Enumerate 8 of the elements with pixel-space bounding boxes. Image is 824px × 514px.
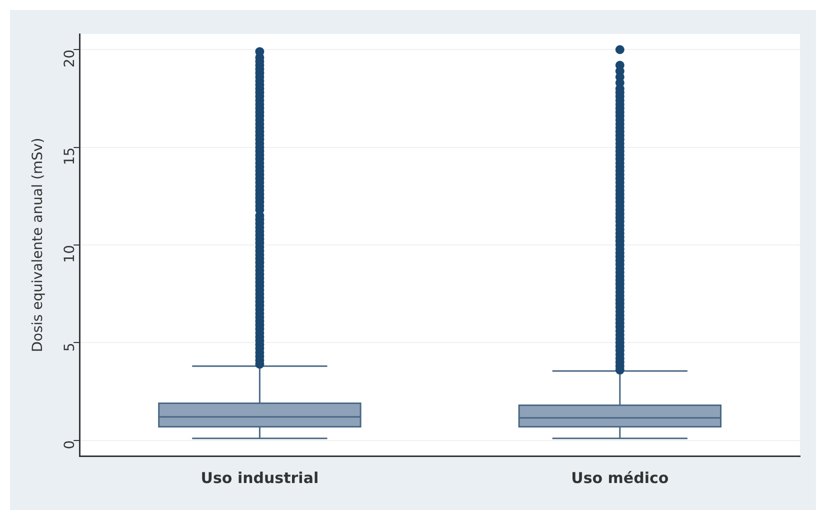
y-axis-title: Dosis equivalente anual (mSv) (30, 138, 46, 352)
y-tick-label: 0 (62, 440, 78, 450)
x-tick-label: Uso industrial (200, 468, 319, 487)
y-tick-label: 15 (62, 147, 78, 166)
y-tick-label: 5 (62, 342, 78, 352)
y-tick-label: 20 (62, 50, 78, 68)
y-tick-label: 10 (62, 245, 78, 263)
x-tick-label: Uso médico (571, 468, 669, 487)
